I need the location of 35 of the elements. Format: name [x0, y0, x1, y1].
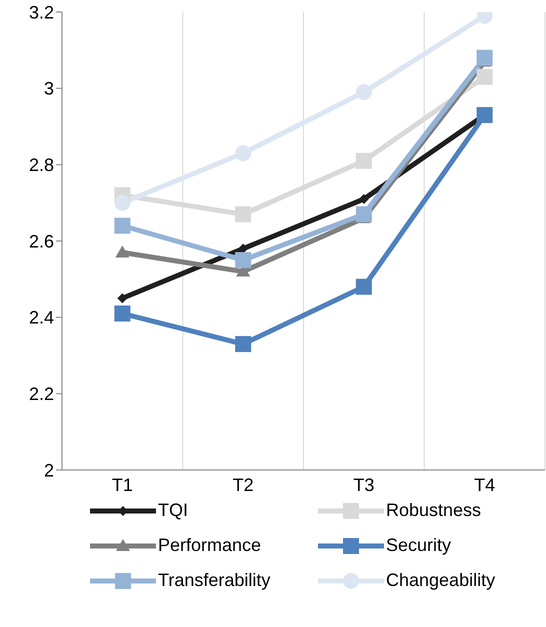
point [238, 244, 248, 254]
legend-label: Performance [158, 535, 262, 556]
legend-label: Robustness [386, 500, 482, 521]
point [356, 206, 372, 222]
x-tick-label: T2 [232, 474, 254, 495]
point [476, 50, 493, 66]
point [358, 194, 369, 204]
point [356, 84, 372, 100]
y-tick-label: 3.2 [28, 2, 54, 22]
y-tick-label: 2.8 [28, 155, 54, 176]
point [356, 278, 372, 295]
point [235, 145, 252, 162]
x-tick-label: T1 [112, 474, 133, 495]
y-tick-label: 2.2 [28, 384, 54, 404]
y-tick-label: 3 [44, 78, 54, 99]
y-tick-label: 2.6 [28, 231, 54, 252]
legend-label: TQI [158, 500, 188, 521]
point [114, 306, 130, 322]
point [235, 252, 252, 268]
point [476, 107, 493, 124]
point [235, 336, 252, 352]
x-tick-label: T3 [353, 474, 374, 495]
point [114, 194, 130, 211]
point [356, 152, 372, 169]
point [476, 68, 493, 85]
point [235, 206, 252, 222]
legend-label: Changeability [386, 570, 496, 591]
x-tick-label: T4 [474, 474, 496, 495]
legend-label: Security [386, 535, 452, 556]
y-tick-label: 2 [44, 460, 54, 480]
point [115, 245, 130, 258]
point [114, 218, 130, 234]
point [117, 293, 128, 304]
y-tick-label: 2.4 [28, 308, 54, 328]
legend-label: Transferability [158, 570, 270, 591]
